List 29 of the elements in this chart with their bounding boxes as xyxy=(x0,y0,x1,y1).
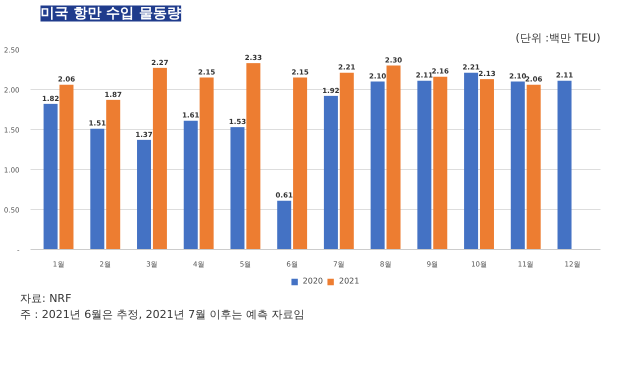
chart-subtitle: (단위 :백만 TEU) xyxy=(515,32,601,44)
bar xyxy=(386,66,401,250)
text: 자료: NRF xyxy=(20,291,72,307)
bar xyxy=(106,100,120,250)
bar xyxy=(293,78,308,250)
bar xyxy=(246,63,260,250)
bar xyxy=(90,128,104,250)
chart-title: 미국 항만 수입 물동량 xyxy=(40,6,182,22)
bar xyxy=(184,120,198,250)
bar xyxy=(59,84,74,250)
bar xyxy=(137,140,152,250)
bar xyxy=(370,82,385,250)
bar xyxy=(277,200,292,250)
bar xyxy=(510,82,525,250)
bar xyxy=(464,72,478,250)
bar xyxy=(200,78,214,250)
text: 주 : 2021년 6월은 추정, 2021년 7월 이후는 예측 자료임 xyxy=(20,307,305,323)
bar xyxy=(526,84,541,250)
bar xyxy=(480,79,494,250)
legend-label: 2021 xyxy=(339,276,360,286)
bar xyxy=(558,80,572,250)
legend-label: 2020 xyxy=(302,276,323,286)
bar xyxy=(417,80,432,250)
bar xyxy=(324,96,338,250)
bar xyxy=(44,104,58,250)
bar xyxy=(152,68,167,250)
bar xyxy=(340,72,354,250)
bar xyxy=(230,127,244,250)
bar xyxy=(433,76,448,250)
